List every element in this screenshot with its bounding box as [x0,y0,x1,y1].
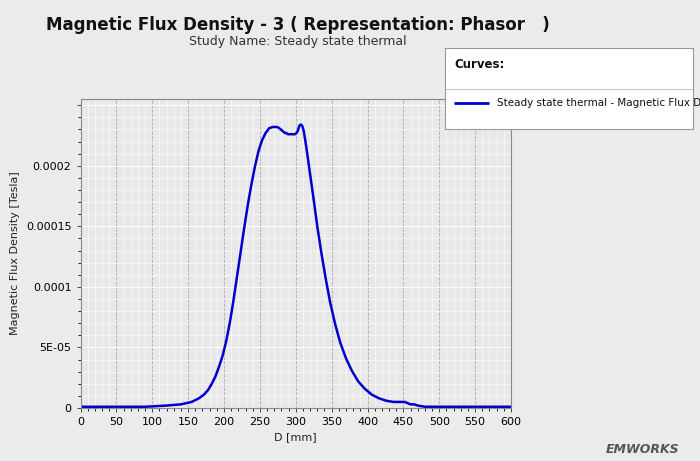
Text: EMWORKS: EMWORKS [606,443,679,456]
Text: Steady state thermal - Magnetic Flux Density: Steady state thermal - Magnetic Flux Den… [497,98,700,108]
Text: Magnetic Flux Density - 3 ( Representation: Phasor   ): Magnetic Flux Density - 3 ( Representati… [46,16,550,34]
Text: Study Name: Steady state thermal: Study Name: Steady state thermal [189,35,406,47]
Text: Curves:: Curves: [454,58,505,71]
X-axis label: D [mm]: D [mm] [274,432,317,443]
Y-axis label: Magnetic Flux Density [Tesla]: Magnetic Flux Density [Tesla] [10,171,20,336]
